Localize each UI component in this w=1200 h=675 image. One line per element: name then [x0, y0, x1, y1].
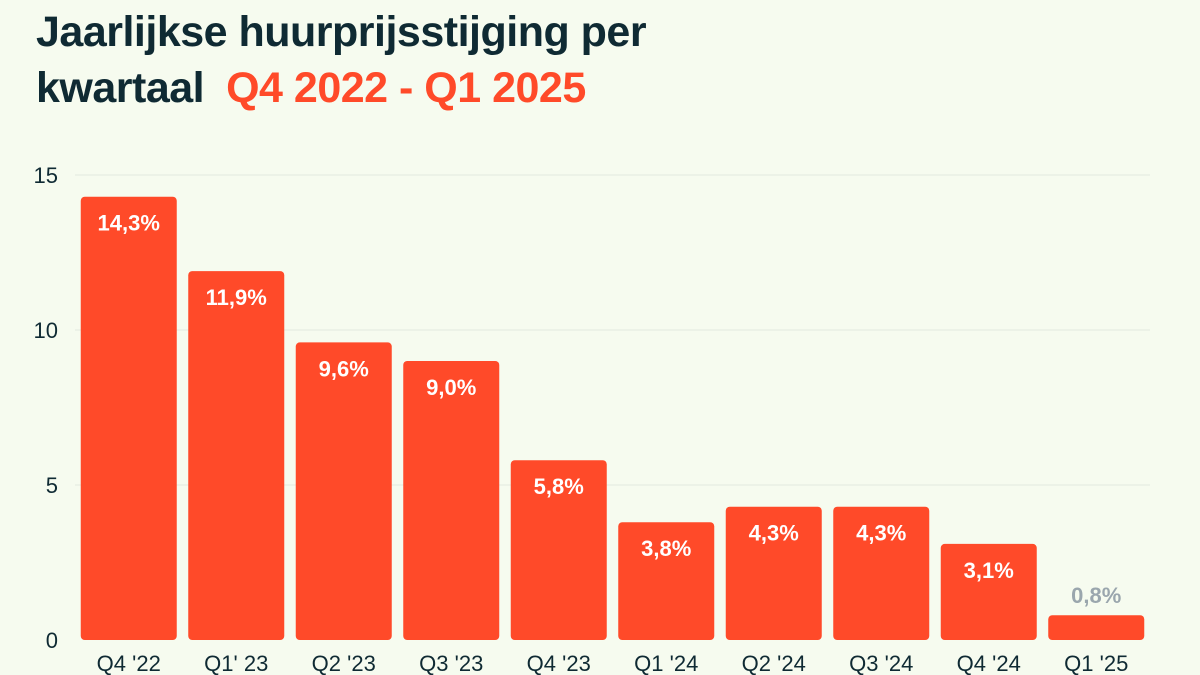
data-label: 0,8%: [1071, 583, 1121, 608]
bar: [833, 506, 930, 640]
data-label: 4,3%: [749, 521, 799, 546]
bars: [80, 196, 1145, 640]
x-category-label: Q4 '24: [957, 651, 1021, 675]
chart-title: Jaarlijkse huurprijsstijging per kwartaa…: [36, 4, 647, 116]
x-category-label: Q2 '24: [742, 651, 806, 675]
x-axis-labels: Q4 '22 Q1' 23 Q2 '23 Q3 '23 Q4 '23 Q1 '24 Q2 '…: [97, 651, 1129, 675]
title-line-2: kwartaal: [36, 64, 205, 112]
x-category-label: Q4 '22: [97, 651, 161, 675]
bar: [295, 342, 392, 640]
y-tick-label: 0: [46, 628, 58, 653]
bar: [725, 506, 822, 640]
bar: [403, 361, 500, 640]
data-label: 9,0%: [426, 375, 476, 400]
bar: [940, 543, 1037, 640]
bar: [188, 271, 285, 640]
y-tick-label: 5: [46, 473, 58, 498]
x-category-label: Q3 '24: [849, 651, 913, 675]
data-label: 3,1%: [964, 558, 1014, 583]
bar: [1048, 615, 1145, 640]
data-label: 4,3%: [856, 521, 906, 546]
x-category-label: Q3 '23: [419, 651, 483, 675]
bar: [80, 196, 177, 640]
data-labels: 14,3% 11,9% 9,6% 9,0% 5,8% 3,8% 4,3% 4,3% 3,1% 0,…: [98, 211, 1122, 609]
data-label: 9,6%: [319, 356, 369, 381]
x-category-label: Q1' 23: [204, 651, 268, 675]
title-date-range: Q4 2022 - Q1 2025: [226, 64, 586, 112]
bar: [618, 522, 715, 640]
data-label: 5,8%: [534, 474, 584, 499]
x-category-label: Q1 '24: [634, 651, 698, 675]
title-line-1: Jaarlijkse huurprijsstijging per: [36, 8, 647, 56]
data-label: 14,3%: [98, 211, 160, 236]
y-tick-label: 15: [34, 163, 58, 188]
x-category-label: Q2 '23: [312, 651, 376, 675]
bar: [510, 460, 607, 640]
data-label: 11,9%: [206, 285, 267, 310]
x-category-label: Q4 '23: [527, 651, 591, 675]
y-axis-ticks: 0 5 10 15: [34, 163, 58, 653]
y-tick-label: 10: [34, 318, 58, 343]
data-label: 3,8%: [641, 536, 691, 561]
x-category-label: Q1 '25: [1064, 651, 1128, 675]
